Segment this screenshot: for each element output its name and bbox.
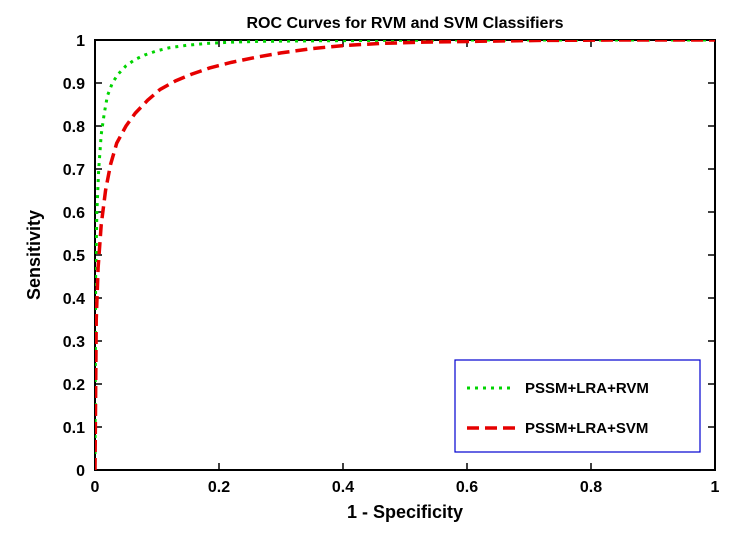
y-tick-label: 0.4 xyxy=(63,291,85,308)
y-tick-label: 0 xyxy=(76,463,85,480)
x-tick-label: 1 xyxy=(711,479,720,496)
y-tick-label: 1 xyxy=(76,33,85,50)
x-tick-label: 0.8 xyxy=(580,479,602,496)
y-tick-label: 0.3 xyxy=(63,334,85,351)
y-tick-label: 0.9 xyxy=(63,76,85,93)
legend-label: PSSM+LRA+RVM xyxy=(525,380,649,397)
y-axis-label: Sensitivity xyxy=(24,210,44,300)
roc-chart: 0 0.2 0.4 0.6 0.8 1 0 0.1 0.2 0.3 0.4 0.5 0.6 0.7 0.8 0… xyxy=(0,0,754,535)
chart-title: ROC Curves for RVM and SVM Classifiers xyxy=(246,15,563,32)
legend-label: PSSM+LRA+SVM xyxy=(525,420,648,437)
x-axis-label: 1 - Specificity xyxy=(347,502,463,522)
x-tick-label: 0.6 xyxy=(456,479,478,496)
y-tick-label: 0.7 xyxy=(63,162,85,179)
x-tick-label: 0.4 xyxy=(332,479,354,496)
y-tick-label: 0.2 xyxy=(63,377,85,394)
y-tick-label: 0.8 xyxy=(63,119,85,136)
y-tick-label: 0.6 xyxy=(63,205,85,222)
x-tick-label: 0 xyxy=(91,479,100,496)
legend-box xyxy=(455,360,700,452)
y-tick-label: 0.1 xyxy=(63,420,85,437)
chart-svg: 0 0.2 0.4 0.6 0.8 1 0 0.1 0.2 0.3 0.4 0.5 0.6 0.7 0.8 0… xyxy=(0,0,754,535)
x-tick-label: 0.2 xyxy=(208,479,230,496)
y-tick-label: 0.5 xyxy=(63,248,85,265)
